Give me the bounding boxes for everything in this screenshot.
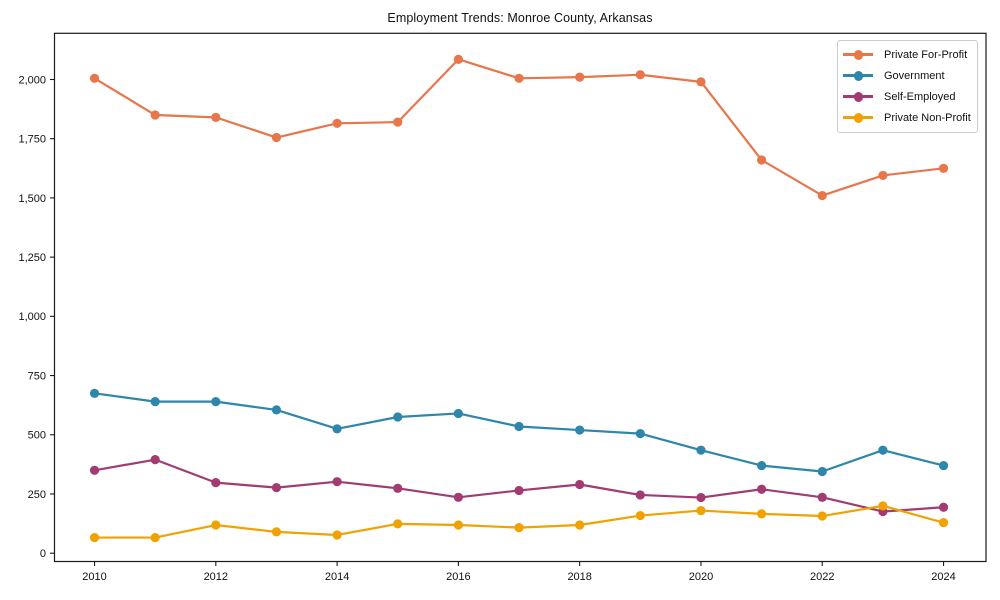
series-line xyxy=(93,504,945,539)
x-tick-label: 2010 xyxy=(82,571,106,583)
data-point-marker xyxy=(453,520,463,530)
y-tick-label: 2,000 xyxy=(18,74,46,86)
x-tick-label: 2014 xyxy=(325,571,349,583)
data-point-marker xyxy=(514,485,524,496)
data-point-marker xyxy=(635,428,645,439)
legend-label: Private For-Profit xyxy=(884,48,968,61)
legend-label: Private Non-Profit xyxy=(884,111,971,124)
data-point-marker xyxy=(271,405,282,415)
data-point-marker xyxy=(211,112,221,122)
data-point-marker xyxy=(332,424,342,434)
data-point-marker xyxy=(817,190,827,201)
data-point-marker xyxy=(211,478,221,488)
data-point-marker xyxy=(938,518,949,528)
data-point-marker xyxy=(938,460,949,471)
data-point-marker xyxy=(393,483,403,493)
legend-item: Government xyxy=(843,65,971,86)
legend-item: Private For-Profit xyxy=(843,44,971,65)
data-point-marker xyxy=(89,532,100,543)
data-point-marker xyxy=(89,465,100,475)
x-tick-label: 2024 xyxy=(931,571,955,583)
data-point-marker xyxy=(635,490,645,500)
y-tick-label: 1,000 xyxy=(18,311,46,323)
data-point-marker xyxy=(514,73,524,83)
legend-label: Self-Employed xyxy=(884,90,956,103)
y-tick-label: 250 xyxy=(28,489,46,501)
y-tick-label: 750 xyxy=(28,370,46,382)
y-tick-label: 1,250 xyxy=(18,252,46,264)
data-point-marker xyxy=(635,70,645,80)
data-point-marker xyxy=(211,520,221,530)
data-point-marker xyxy=(938,163,949,173)
data-point-marker xyxy=(453,408,463,419)
legend-item: Self-Employed xyxy=(843,86,971,107)
x-tick-label: 2022 xyxy=(810,571,834,583)
data-point-marker xyxy=(271,527,282,537)
data-point-marker xyxy=(89,73,100,83)
y-tick-label: 1,750 xyxy=(18,134,46,146)
legend-marker-icon xyxy=(843,49,873,60)
data-point-marker xyxy=(332,477,342,487)
data-point-marker xyxy=(271,132,282,143)
data-point-marker xyxy=(878,445,888,455)
data-point-marker xyxy=(575,479,585,490)
data-point-marker xyxy=(757,155,767,165)
data-point-marker xyxy=(575,425,585,435)
data-point-marker xyxy=(757,509,767,519)
data-point-marker xyxy=(878,501,888,511)
data-point-marker xyxy=(696,505,706,516)
x-tick-label: 2016 xyxy=(446,571,470,583)
x-tick-label: 2012 xyxy=(204,571,228,583)
legend-item: Private Non-Profit xyxy=(843,107,971,128)
data-point-marker xyxy=(817,511,827,521)
chart-title: Employment Trends: Monroe County, Arkans… xyxy=(387,11,653,25)
data-point-marker xyxy=(150,110,160,120)
data-point-marker xyxy=(575,72,585,82)
data-point-marker xyxy=(696,445,706,455)
legend-marker-icon xyxy=(843,112,873,123)
legend: Private For-Profit Government Self-Emplo… xyxy=(837,40,978,133)
data-point-marker xyxy=(514,421,524,432)
data-point-marker xyxy=(332,118,342,128)
legend-label: Government xyxy=(884,69,945,82)
data-point-marker xyxy=(150,455,160,465)
data-point-marker xyxy=(757,484,767,494)
data-point-marker xyxy=(393,519,403,529)
data-point-marker xyxy=(393,117,403,127)
y-tick-label: 0 xyxy=(40,548,46,560)
data-point-marker xyxy=(817,466,827,477)
data-point-marker xyxy=(696,492,706,503)
plot-border xyxy=(53,32,987,563)
y-tick-label: 1,500 xyxy=(18,193,46,205)
legend-marker-icon xyxy=(843,70,873,81)
data-point-marker xyxy=(332,530,342,540)
data-point-marker xyxy=(757,460,767,471)
series-line xyxy=(93,458,945,513)
data-point-marker xyxy=(938,502,949,512)
data-point-marker xyxy=(211,397,221,407)
data-point-marker xyxy=(453,492,463,502)
data-point-marker xyxy=(696,77,706,87)
data-point-marker xyxy=(817,492,827,502)
data-point-marker xyxy=(150,532,160,543)
data-point-marker xyxy=(271,482,282,493)
data-point-marker xyxy=(150,397,160,407)
data-point-marker xyxy=(89,388,100,398)
data-point-marker xyxy=(514,523,524,533)
y-tick-label: 500 xyxy=(28,430,46,442)
data-point-marker xyxy=(393,412,403,422)
data-point-marker xyxy=(453,54,463,64)
data-point-marker xyxy=(878,170,888,181)
series-line xyxy=(93,392,945,473)
x-tick-label: 2020 xyxy=(689,571,713,583)
legend-marker-icon xyxy=(843,91,873,102)
data-point-marker xyxy=(575,520,585,530)
data-point-marker xyxy=(635,510,645,521)
x-tick-label: 2018 xyxy=(567,571,591,583)
